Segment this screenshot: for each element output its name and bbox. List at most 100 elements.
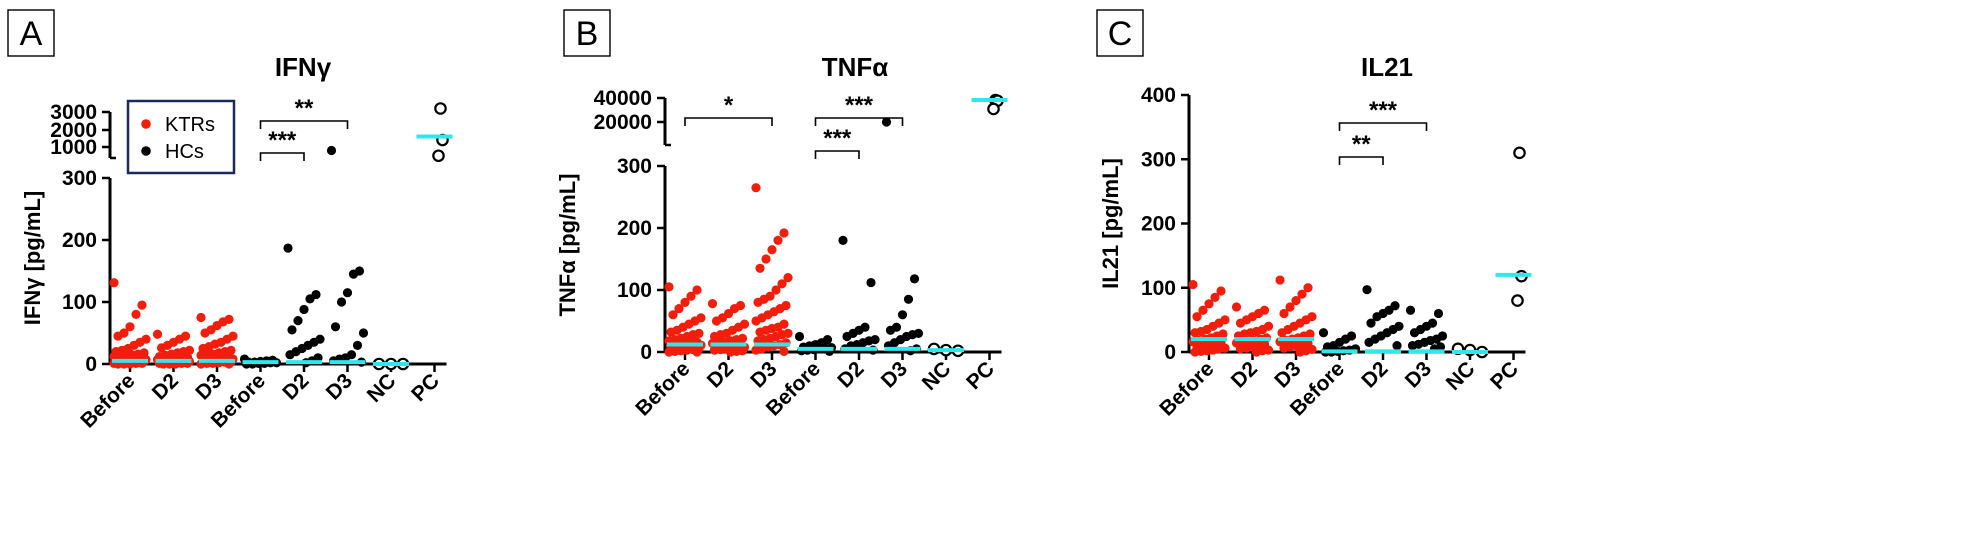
- data-point: [666, 327, 676, 337]
- data-point: [761, 254, 771, 264]
- data-point: [152, 329, 163, 339]
- data-point: [903, 294, 914, 304]
- y-tick-label: 400: [1141, 84, 1176, 107]
- legend-label-hcs: HCs: [165, 141, 204, 163]
- x-tick-label-before: Before: [631, 357, 694, 420]
- data-point: [755, 327, 765, 337]
- significance-label: ***: [268, 127, 297, 154]
- x-tick-label-d2: D2: [148, 369, 183, 404]
- x-tick-label-d2: D2: [703, 357, 738, 392]
- data-point: [767, 245, 777, 255]
- data-point: [711, 316, 722, 326]
- data-point: [348, 269, 359, 279]
- data-point: [779, 228, 789, 238]
- data-point: [1198, 305, 1208, 315]
- data-point: [751, 345, 761, 355]
- data-point: [1362, 285, 1372, 295]
- data-point: [783, 273, 793, 283]
- panel-letter-box: [7, 9, 55, 57]
- chart-title: TNFα: [822, 52, 889, 82]
- data-point: [866, 277, 876, 288]
- panel-letter-box: [1096, 9, 1144, 57]
- data-point: [751, 183, 761, 193]
- data-point: [1366, 318, 1376, 328]
- data-point: [285, 350, 295, 360]
- panel-letter: A: [20, 15, 43, 53]
- x-tick-label-d2: D2: [833, 357, 868, 392]
- data-point: [838, 235, 848, 245]
- significance-bracket: [814, 150, 860, 159]
- data-point: [1235, 318, 1246, 328]
- x-tick-label-pc: PC: [1486, 357, 1523, 394]
- x-tick-label-nc: NC: [1442, 357, 1480, 395]
- data-point: [751, 316, 761, 326]
- legend-box: [126, 99, 236, 175]
- data-point: [755, 263, 765, 273]
- data-point: [1275, 275, 1285, 285]
- x-tick-label-before: Before: [76, 369, 139, 432]
- significance-bracket: [259, 152, 305, 161]
- significance-bracket: [259, 120, 349, 129]
- data-point: [664, 347, 674, 357]
- data-point: [680, 297, 690, 307]
- y-tick-label: 100: [1141, 277, 1176, 300]
- data-point: [1216, 286, 1226, 296]
- data-point: [1190, 347, 1200, 357]
- data-point: [1190, 328, 1200, 338]
- x-tick-label-nc: NC: [918, 357, 956, 395]
- data-point: [330, 322, 341, 332]
- data-point: [773, 235, 783, 245]
- data-point: [1511, 294, 1524, 307]
- x-tick-label-d3: D3: [1401, 357, 1436, 392]
- data-point: [1364, 337, 1374, 347]
- y-tick-label: 100: [62, 291, 97, 314]
- x-tick-label-before: Before: [1155, 357, 1218, 420]
- data-point: [1372, 312, 1382, 322]
- data-point: [668, 310, 678, 320]
- x-tick-label-pc: PC: [407, 369, 444, 406]
- y-tick-label: 40000: [594, 87, 652, 110]
- legend-label-ktrs: KTRs: [165, 114, 215, 136]
- data-point: [1392, 340, 1402, 351]
- significance-label: *: [724, 92, 734, 119]
- data-point: [664, 282, 674, 292]
- data-point: [777, 279, 787, 289]
- data-point: [692, 347, 702, 357]
- data-point: [909, 274, 920, 284]
- data-point: [686, 291, 696, 301]
- data-point: [283, 243, 293, 253]
- chart-title: IFNγ: [275, 52, 332, 82]
- legend: KTRs HCs: [126, 99, 236, 175]
- data-point: [674, 304, 684, 314]
- data-point: [1433, 308, 1444, 319]
- data-point: [1318, 328, 1329, 338]
- data-point: [125, 322, 135, 332]
- y-tick-label: 20000: [594, 111, 652, 134]
- data-point: [1251, 347, 1262, 357]
- data-point: [709, 345, 720, 355]
- significance-bracket: [684, 117, 773, 126]
- y-axis-title: TNFα [pg/mL]: [555, 173, 580, 316]
- y-tick-label: 300: [1141, 148, 1176, 171]
- data-point: [1277, 328, 1287, 338]
- data-point: [771, 285, 781, 295]
- data-point: [794, 331, 805, 342]
- legend-marker-ktrs: [141, 119, 151, 129]
- y-tick-label: 0: [640, 341, 652, 364]
- y-tick-label: 2000: [50, 119, 97, 142]
- data-point: [1303, 283, 1313, 293]
- data-point: [336, 297, 347, 307]
- data-point: [1285, 302, 1295, 312]
- data-point: [196, 312, 206, 323]
- x-tick-label-d2: D2: [1357, 357, 1392, 392]
- data-point: [156, 343, 167, 353]
- data-point: [1295, 347, 1305, 357]
- data-point: [293, 316, 303, 326]
- significance-bracket: [814, 117, 904, 126]
- y-tick-label: 200: [617, 217, 652, 240]
- legend-marker-hcs: [141, 146, 151, 156]
- data-point: [1407, 340, 1418, 351]
